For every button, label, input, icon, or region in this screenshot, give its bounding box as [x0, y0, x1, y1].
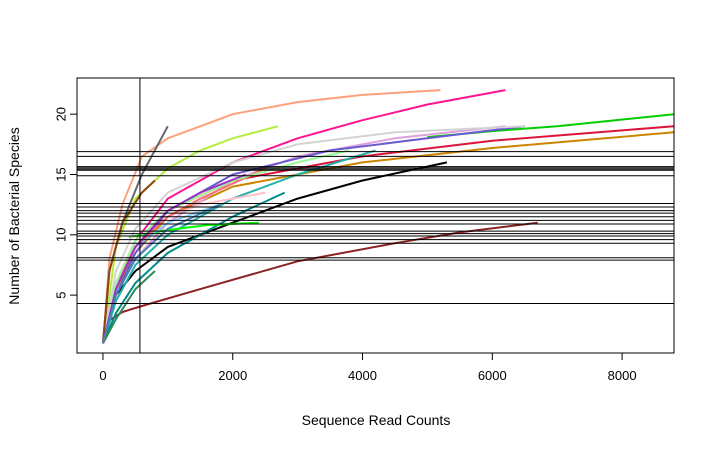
y-tick-label: 10	[54, 228, 69, 242]
y-tick-label: 20	[54, 107, 69, 121]
rarefaction-curve-1	[102, 221, 538, 344]
x-tick-label: 8000	[608, 368, 637, 383]
y-tick-label: 5	[54, 291, 69, 298]
x-axis-title: Sequence Read Counts	[302, 412, 451, 428]
x-tick-label: 4000	[348, 368, 377, 383]
y-tick-label: 15	[54, 167, 69, 181]
rarefaction-curve-20	[102, 125, 525, 344]
x-tick-label: 2000	[218, 368, 247, 383]
y-axis: 5 10 15 20	[54, 107, 78, 299]
rarefaction-curve-22	[102, 173, 247, 344]
plot-frame	[76, 77, 675, 354]
rarefaction-curve-21	[102, 179, 156, 344]
y-axis-title: Number of Bacterial Species	[6, 127, 22, 304]
x-tick-label: 0	[99, 368, 106, 383]
rarefaction-curve-14	[102, 270, 156, 344]
rarefaction-curve-2	[102, 161, 448, 344]
rarefaction-curve-12	[102, 149, 376, 344]
rarefaction-curve-7	[102, 89, 441, 344]
rarefaction-curve-4	[102, 131, 675, 344]
x-tick-label: 6000	[478, 368, 507, 383]
reference-lines-layer	[77, 78, 674, 353]
x-axis: 0 2000 4000 6000 8000	[99, 352, 637, 383]
